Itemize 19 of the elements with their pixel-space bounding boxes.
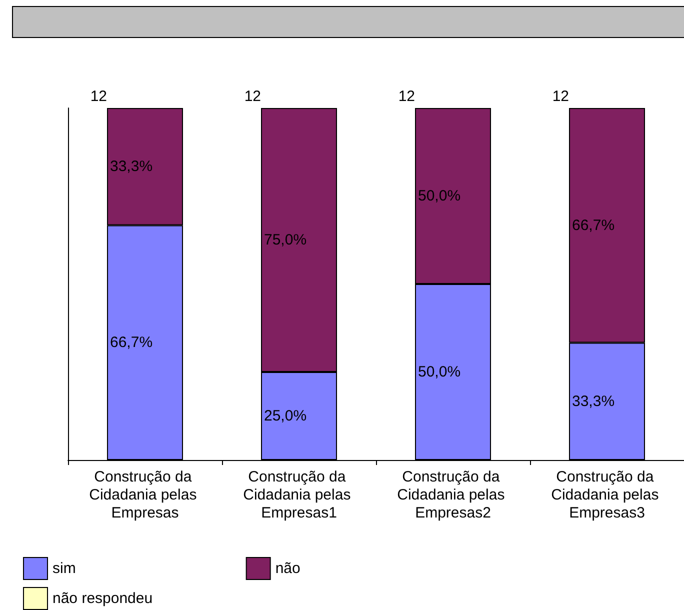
data-label: 75,0% bbox=[264, 232, 307, 248]
data-label: 33,3% bbox=[572, 392, 615, 410]
annotation: 12 bbox=[90, 88, 107, 105]
data-label: 66,7% bbox=[110, 334, 153, 352]
annotation: 12 bbox=[398, 88, 415, 105]
data-label: 50,0% bbox=[418, 364, 461, 380]
data-label: 66,7% bbox=[572, 216, 615, 234]
legend-label: não respondeu bbox=[52, 590, 153, 607]
legend-label: sim bbox=[52, 560, 76, 577]
data-label: 50,0% bbox=[418, 188, 461, 204]
legend-label: não bbox=[275, 560, 300, 577]
x-tick-label: Construção da Cidadania pelas Empresas bbox=[89, 468, 201, 522]
data-label: 33,3% bbox=[110, 158, 153, 176]
annotation: 12 bbox=[552, 88, 569, 105]
x-tick-label: Construção da Cidadania pelas Empresas1 bbox=[243, 468, 355, 522]
x-tick-label: Construção da Cidadania pelas Empresas2 bbox=[397, 468, 509, 522]
data-label: 25,0% bbox=[264, 408, 307, 424]
x-tick-label: Construção da Cidadania pelas Empresas3 bbox=[551, 468, 663, 522]
annotation: 12 bbox=[244, 88, 261, 105]
